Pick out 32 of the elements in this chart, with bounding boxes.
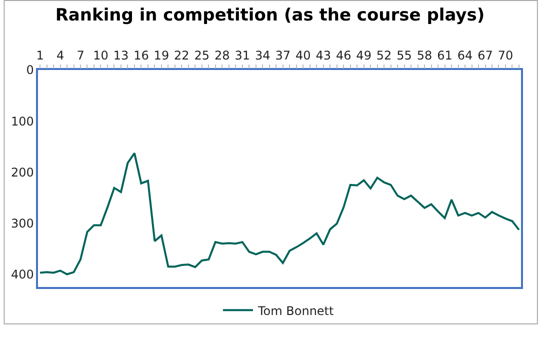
x-tick-label: 61 [437, 48, 452, 62]
x-tick-label: 70 [498, 48, 514, 62]
x-tick-label: 22 [174, 48, 190, 62]
x-tick-label: 43 [316, 48, 331, 62]
x-tick-label: 16 [134, 48, 149, 62]
x-tick-label: 55 [396, 48, 412, 62]
x-tick-label: 13 [113, 48, 129, 62]
line-series [39, 152, 520, 276]
x-tick-label: 46 [336, 48, 352, 62]
x-tick-label: 28 [214, 48, 230, 62]
x-tick-label: 64 [457, 48, 473, 62]
x-tick-label: 7 [76, 48, 84, 62]
y-tick-label: 400 [10, 267, 34, 282]
x-tick-label: 67 [478, 48, 493, 62]
y-tick-label: 300 [10, 216, 34, 230]
x-tick-label: 34 [255, 48, 270, 62]
x-tick-label: 52 [376, 48, 392, 62]
x-tick-label: 25 [194, 48, 210, 62]
legend-label: Tom Bonnett [257, 304, 334, 318]
x-tick-label: 4 [56, 48, 64, 62]
x-tick-label: 58 [416, 48, 432, 62]
x-tick-label: 31 [234, 48, 250, 62]
x-tick-label: 49 [356, 48, 372, 62]
y-tick-label: 200 [10, 165, 34, 180]
x-tick-label: 19 [154, 48, 170, 62]
y-tick-label: 100 [10, 114, 34, 128]
x-tick-label: 40 [295, 48, 311, 62]
y-tick-label: 0 [26, 63, 34, 78]
chart-title: Ranking in competition (as the course plays) [55, 5, 485, 26]
x-tick-label: 10 [93, 48, 108, 62]
x-tick-label: 37 [275, 48, 291, 62]
x-tick-label: 1 [36, 48, 44, 62]
